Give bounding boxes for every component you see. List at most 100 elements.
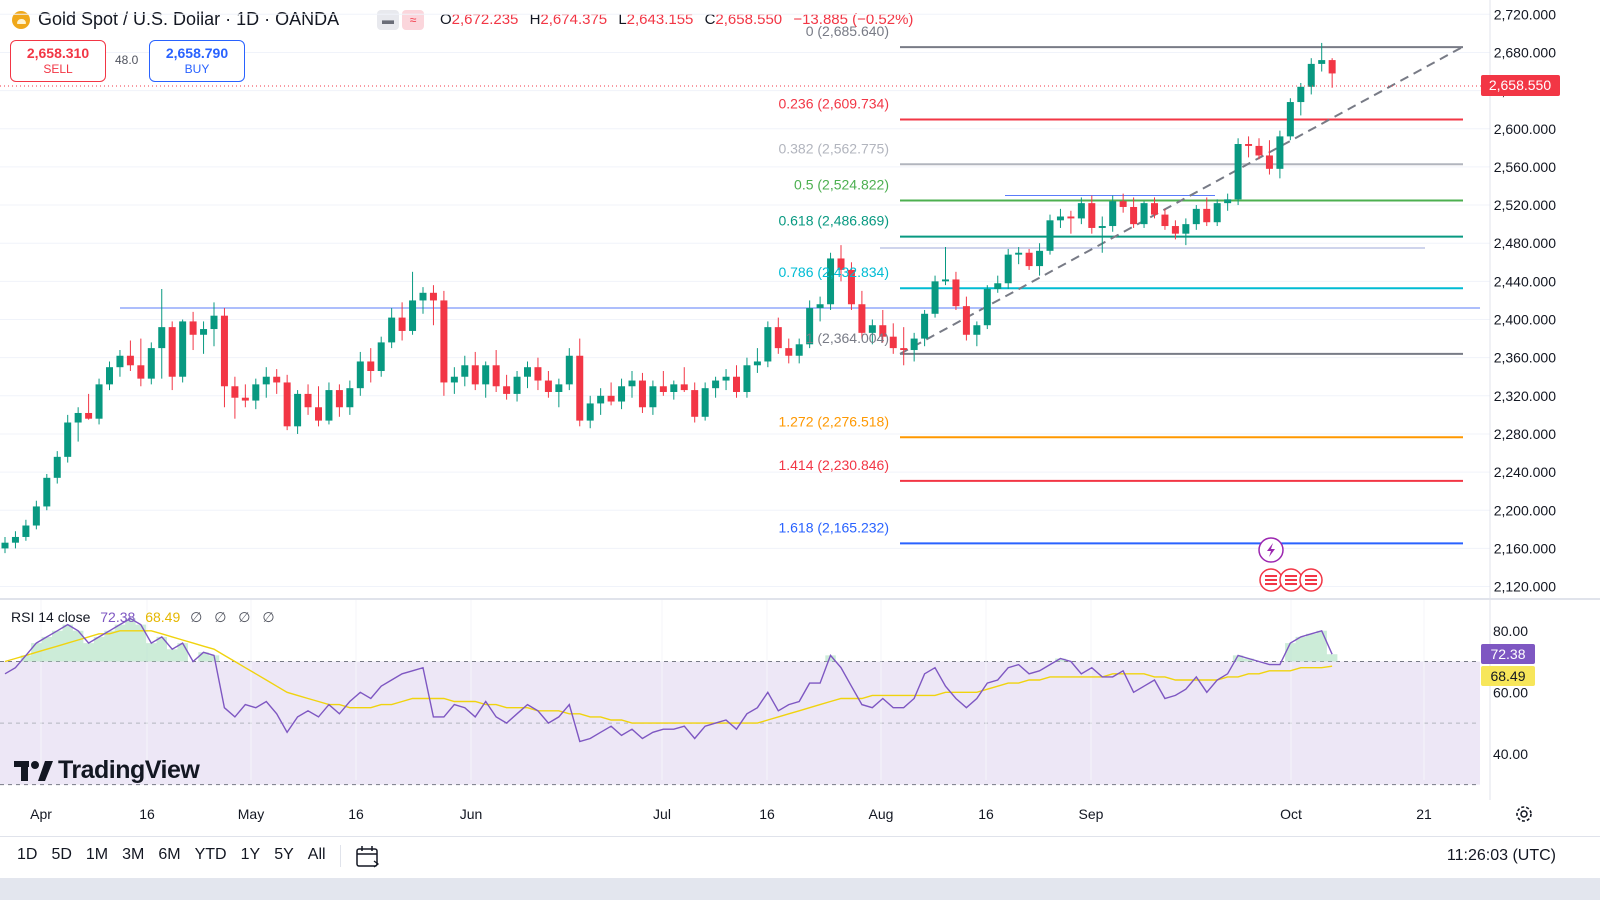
candle-body: [1140, 203, 1148, 225]
candle: [1015, 247, 1023, 265]
candle: [1130, 197, 1138, 228]
range-button-6m[interactable]: 6M: [158, 846, 181, 863]
candle: [367, 348, 375, 383]
candle-body: [273, 376, 281, 383]
rsi-overbought-fill: [20, 618, 1338, 662]
candle-body: [429, 292, 437, 301]
candle: [377, 336, 385, 377]
candle: [670, 380, 678, 400]
gear-icon[interactable]: [1514, 804, 1534, 824]
candle: [106, 361, 113, 391]
candle-body: [900, 348, 908, 351]
candle: [753, 348, 761, 373]
range-button-1m[interactable]: 1M: [85, 846, 109, 863]
us-flag-events-icon[interactable]: [1259, 568, 1323, 592]
rsi-grid: [40, 600, 1425, 780]
calendar-icon[interactable]: [354, 845, 380, 869]
candle: [482, 361, 490, 398]
buy-button[interactable]: 2,658.790 BUY: [149, 40, 245, 82]
candle-body: [942, 279, 949, 282]
candle-body: [910, 338, 918, 351]
lightning-icon[interactable]: [1258, 537, 1284, 563]
candlesticks: [1, 42, 1336, 554]
candle-body: [106, 367, 113, 385]
candle: [544, 371, 552, 398]
price-tick-label: 2,600.000: [1494, 121, 1556, 137]
price-tick-label: 2,480.000: [1494, 235, 1556, 251]
candle-body: [482, 365, 490, 385]
hide-legend-icon[interactable]: ▬: [377, 10, 399, 30]
candle: [158, 288, 166, 379]
candle-body: [565, 355, 573, 385]
last-price-label: 2,658.550: [1489, 77, 1551, 93]
candle: [691, 382, 699, 423]
horizontal-lines: [120, 195, 1480, 309]
candle: [565, 348, 573, 391]
candle-body: [189, 321, 197, 335]
candle-body: [785, 348, 793, 356]
range-button-5y[interactable]: 5Y: [274, 846, 294, 863]
candle: [1171, 220, 1179, 240]
candle: [137, 338, 145, 387]
trendline: [899, 45, 1464, 355]
candle: [147, 342, 155, 385]
candle: [1234, 138, 1242, 206]
candle-body: [659, 386, 667, 392]
candle-body: [1, 542, 9, 549]
price-chart[interactable]: 0 (2,685.640) 0.236 (2,609.734) 0.382 (2,5…: [0, 0, 1600, 598]
time-axis[interactable]: Apr 16 May 16 Jun Jul 16 Aug 16 Sep Oct 21: [0, 800, 1490, 830]
rsi-legend[interactable]: RSI 14 close 72.38 68.49 ∅ ∅ ∅ ∅: [11, 609, 279, 626]
candle: [837, 245, 845, 282]
ohlc-high-key: H: [529, 11, 541, 28]
range-button-3m[interactable]: 3M: [122, 846, 145, 863]
candle: [628, 371, 636, 398]
candle-body: [1015, 252, 1023, 255]
range-button-1d[interactable]: 1D: [17, 846, 38, 863]
candle-body: [1245, 144, 1253, 146]
candle-body: [837, 258, 845, 270]
utc-clock[interactable]: 11:26:03 (UTC): [1446, 847, 1556, 864]
candle-body: [1025, 252, 1033, 267]
candle: [534, 357, 542, 391]
pane-divider[interactable]: [0, 598, 1600, 600]
sell-button[interactable]: 2,658.310 SELL: [10, 40, 106, 82]
price-tick-label: 2,440.000: [1494, 273, 1556, 289]
candle: [973, 321, 981, 347]
candle: [868, 319, 876, 345]
range-button-5d[interactable]: 5D: [51, 846, 72, 863]
candle: [910, 332, 918, 362]
candle-body: [200, 329, 208, 335]
time-tick-label: Apr: [30, 806, 52, 822]
candle: [607, 382, 615, 406]
compare-icon[interactable]: ≈: [402, 10, 424, 30]
candle-body: [1046, 220, 1054, 251]
candle: [1088, 195, 1096, 234]
candle-body: [753, 361, 761, 366]
range-button-1y[interactable]: 1Y: [240, 846, 261, 863]
tradingview-logo[interactable]: TradingView: [14, 756, 200, 785]
candle: [471, 351, 479, 391]
candle-body: [868, 325, 876, 333]
rsi-ma-badge: 68.49: [1481, 666, 1535, 686]
candle: [43, 474, 51, 511]
candle-body: [1234, 144, 1242, 200]
price-tick-label: 2,280.000: [1494, 426, 1556, 442]
candle-body: [691, 390, 699, 417]
candle: [1077, 197, 1085, 225]
time-tick-label: Aug: [868, 806, 894, 822]
candle-body: [931, 281, 939, 314]
candle: [335, 384, 343, 417]
candle-body: [1203, 208, 1211, 223]
range-button-all[interactable]: All: [307, 846, 326, 863]
candle: [513, 371, 521, 402]
range-button-ytd[interactable]: YTD: [194, 846, 227, 863]
rsi-axis-bg: [1490, 600, 1600, 800]
candle-body: [1213, 203, 1221, 223]
candle-body: [22, 525, 30, 537]
candle-body: [231, 386, 239, 398]
rsi-chart[interactable]: 80.00 60.00 40.00 72.38 68.49: [0, 600, 1600, 800]
candle-body: [440, 300, 448, 383]
candle: [85, 393, 93, 420]
candle-body: [471, 365, 479, 385]
candle-body: [210, 315, 218, 330]
